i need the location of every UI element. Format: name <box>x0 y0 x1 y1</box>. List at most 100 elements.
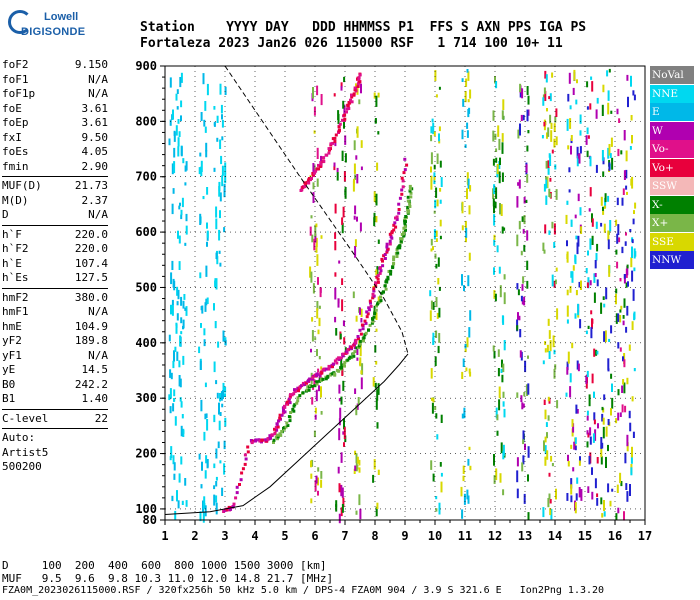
noise-streak <box>632 218 635 225</box>
noise-streak <box>608 68 611 73</box>
noise-streak <box>591 491 594 500</box>
noise-streak <box>622 356 624 362</box>
noise-streak <box>214 321 217 329</box>
noise-streak <box>199 152 202 157</box>
echo-trace-point <box>315 380 319 384</box>
noise-streak <box>501 359 503 368</box>
param-row: B1 1.40 <box>2 392 108 407</box>
echo-trace-point <box>374 281 378 285</box>
noise-streak <box>375 95 378 107</box>
noise-streak <box>435 230 438 237</box>
noise-streak <box>526 230 529 241</box>
noise-streak <box>177 500 180 509</box>
noise-streak <box>570 444 573 449</box>
echo-trace-point <box>383 257 387 260</box>
noise-streak <box>556 308 559 320</box>
noise-streak <box>502 391 505 398</box>
noise-streak <box>224 386 227 393</box>
param-row: yF2 189.8 <box>2 334 108 349</box>
noise-streak <box>606 70 609 77</box>
echo-trace-point <box>274 435 278 439</box>
noise-streak <box>501 142 504 154</box>
echo-trace-point <box>345 107 349 111</box>
noise-streak <box>495 148 498 152</box>
noise-streak <box>523 215 526 225</box>
noise-streak <box>373 305 376 314</box>
echo-trace-point <box>272 441 275 444</box>
noise-streak <box>213 414 216 423</box>
noise-streak <box>430 238 433 246</box>
noise-streak <box>596 97 599 104</box>
echo-trace-point <box>269 436 272 440</box>
noise-streak <box>610 373 613 379</box>
echo-trace-point <box>385 250 389 254</box>
noise-streak <box>358 494 361 506</box>
echo-trace-point <box>408 189 412 193</box>
noise-streak <box>549 154 552 166</box>
true-height-profile <box>164 353 409 515</box>
noise-streak <box>546 108 548 112</box>
noise-streak <box>224 173 227 184</box>
echo-trace-point <box>401 185 405 189</box>
echo-trace-point <box>376 274 380 277</box>
noise-streak <box>176 313 179 321</box>
noise-streak <box>215 252 218 259</box>
param-label: hmF1 <box>2 305 29 318</box>
noise-streak <box>311 459 314 467</box>
noise-streak <box>222 382 225 393</box>
param-value: 3.61 <box>81 116 109 129</box>
noise-streak <box>213 463 216 469</box>
noise-streak <box>575 404 578 414</box>
echo-trace-point <box>292 409 296 413</box>
noise-streak <box>621 385 624 393</box>
noise-streak <box>521 284 524 291</box>
echo-trace-point <box>392 228 396 232</box>
noise-streak <box>632 90 635 96</box>
echo-trace-point <box>288 401 292 405</box>
param-value: 1.40 <box>81 392 109 405</box>
noise-streak <box>316 254 319 266</box>
param-label: MUF(D) <box>2 179 42 192</box>
noise-streak <box>169 456 172 461</box>
noise-streak <box>310 271 313 283</box>
noise-streak <box>205 413 208 418</box>
noise-streak <box>548 188 551 197</box>
noise-streak <box>375 360 378 365</box>
noise-streak <box>179 202 181 206</box>
noise-streak <box>318 373 321 383</box>
noise-streak <box>173 131 176 142</box>
noise-streak <box>435 94 438 98</box>
noise-streak <box>603 394 606 401</box>
noise-streak <box>499 203 501 215</box>
echo-trace-point <box>281 411 285 415</box>
noise-streak <box>205 150 208 158</box>
noise-streak <box>549 193 552 198</box>
noise-streak <box>602 157 605 165</box>
echo-trace-point <box>396 251 400 255</box>
echo-trace-point <box>365 315 369 319</box>
noise-streak <box>199 213 202 225</box>
noise-streak <box>434 406 437 411</box>
noise-streak <box>493 290 496 299</box>
noise-streak <box>206 241 208 247</box>
echo-trace-point <box>343 364 346 368</box>
noise-streak <box>526 260 529 270</box>
echo-trace-point <box>287 415 291 419</box>
noise-streak <box>215 476 218 481</box>
echo-trace-point <box>342 363 346 366</box>
echo-trace-point <box>358 339 362 343</box>
noise-streak <box>631 239 634 244</box>
noise-streak <box>503 274 506 280</box>
noise-streak <box>461 129 464 140</box>
echo-trace-point <box>283 405 287 409</box>
noise-streak <box>519 123 521 136</box>
param-row: foF2 9.150 <box>2 58 108 73</box>
echo-trace-point <box>243 453 247 457</box>
x-tick-label: 13 <box>518 529 532 543</box>
noise-streak <box>593 273 596 283</box>
noise-streak <box>603 511 606 517</box>
echo-trace-point <box>340 363 344 367</box>
noise-streak <box>205 142 208 152</box>
echo-trace-point <box>276 433 279 437</box>
noise-streak <box>587 135 590 139</box>
